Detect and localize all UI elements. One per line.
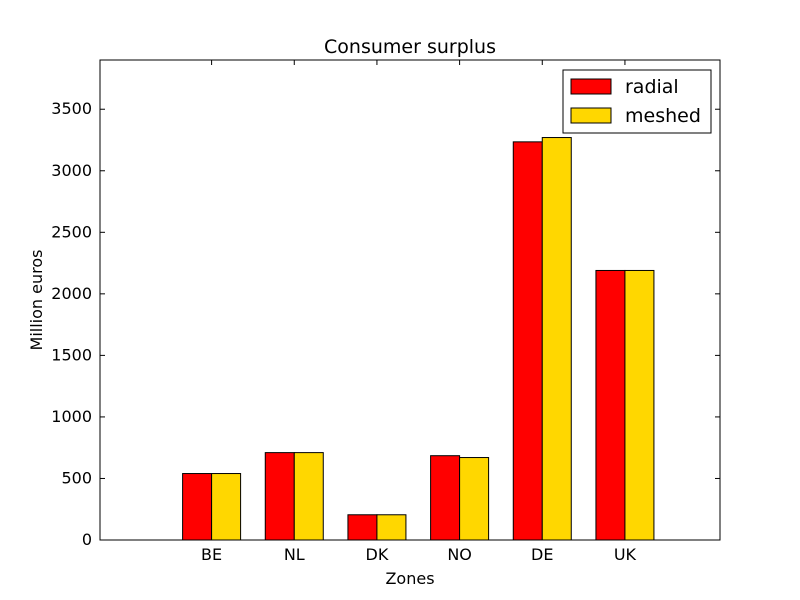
chart-title: Consumer surplus bbox=[324, 36, 496, 58]
chart-marks: 0 500 1000 1500 2000 2500 3000 3500 BE NL DK NO DE UK… bbox=[51, 59, 721, 564]
bar-radial-UK bbox=[595, 269, 626, 541]
x-tick-label: BE bbox=[201, 545, 222, 564]
x-axis-title: Zones bbox=[385, 569, 434, 588]
y-tick-label: 1500 bbox=[51, 345, 92, 364]
bar-meshed-BE bbox=[211, 473, 242, 541]
x-tick-label: DK bbox=[366, 545, 389, 564]
y-tick-label: 0 bbox=[82, 530, 92, 549]
x-tick-label: NL bbox=[284, 545, 305, 564]
bar-meshed-NO bbox=[459, 457, 490, 541]
y-tick-label: 3000 bbox=[51, 161, 92, 180]
bar-meshed-DE bbox=[541, 137, 572, 541]
y-tick-label: 1000 bbox=[51, 407, 92, 426]
y-tick-label: 2000 bbox=[51, 284, 92, 303]
y-tick-label: 500 bbox=[61, 468, 92, 487]
x-tick-label: DE bbox=[531, 545, 553, 564]
bar-radial-DE bbox=[512, 141, 543, 541]
y-tick-label: 3500 bbox=[51, 99, 92, 118]
bar-meshed-NL bbox=[293, 452, 324, 541]
bar-radial-NO bbox=[430, 455, 461, 541]
legend-label-radial: radial bbox=[625, 76, 679, 98]
x-tick-label: NO bbox=[447, 545, 472, 564]
legend-label-meshed: meshed bbox=[625, 105, 701, 127]
legend-swatch-meshed bbox=[570, 107, 612, 124]
y-tick-label: 2500 bbox=[51, 222, 92, 241]
bar-meshed-UK bbox=[624, 269, 655, 541]
legend-swatch-radial bbox=[570, 78, 612, 95]
y-axis-title: Million euros bbox=[27, 250, 46, 351]
bar-radial-NL bbox=[264, 452, 295, 541]
bar-meshed-DK bbox=[376, 514, 407, 541]
bar-radial-DK bbox=[347, 514, 378, 541]
plot-frame bbox=[99, 59, 721, 541]
bar-radial-BE bbox=[182, 473, 213, 541]
x-tick-label: UK bbox=[614, 545, 637, 564]
